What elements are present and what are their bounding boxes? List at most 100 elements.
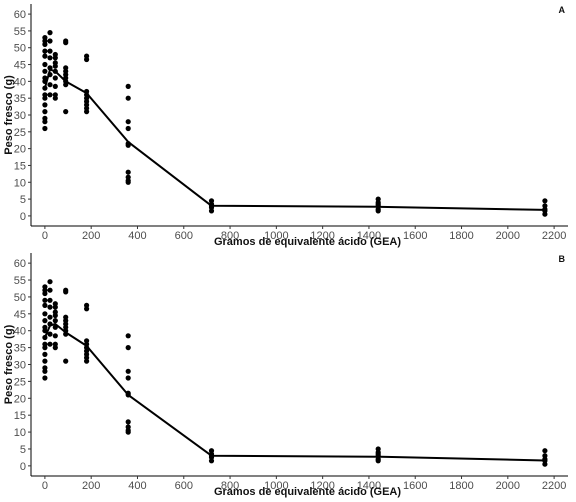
- x-tick-label: 400: [128, 480, 146, 492]
- data-point: [52, 312, 58, 319]
- data-point: [63, 289, 69, 295]
- y-axis-title: Peso fresco (g): [3, 324, 15, 404]
- data-point: [47, 38, 53, 44]
- data-point: [47, 331, 53, 337]
- y-tick-label: 25: [14, 376, 26, 388]
- data-point: [42, 328, 48, 334]
- y-tick-label: 40: [14, 76, 26, 88]
- data-point: [47, 65, 53, 71]
- y-tick-label: 35: [14, 93, 26, 105]
- x-axis-title: Gramos de equivalente ácido (GEA): [214, 486, 401, 498]
- data-point: [542, 448, 548, 454]
- data-point: [47, 72, 53, 78]
- y-tick-label: 30: [14, 360, 26, 372]
- y-tick-label: 35: [14, 343, 26, 355]
- x-tick-label: 1800: [449, 230, 473, 242]
- x-tick-label: 2200: [542, 230, 566, 242]
- x-tick-label: 1400: [357, 480, 381, 492]
- x-tick-label: 600: [175, 230, 193, 242]
- y-tick-label: 50: [14, 292, 26, 304]
- y-tick-label: 5: [20, 194, 26, 206]
- y-tick-label: 45: [14, 60, 26, 72]
- data-point: [42, 85, 48, 91]
- data-point: [47, 92, 53, 98]
- x-tick-label: 1200: [310, 230, 334, 242]
- data-point: [84, 56, 90, 63]
- x-tick-label: 400: [128, 230, 146, 242]
- y-tick-label: 20: [14, 393, 26, 405]
- data-point: [42, 109, 48, 115]
- x-tick-label: 1400: [357, 230, 381, 242]
- data-point: [47, 314, 53, 320]
- y-tick-label: 5: [20, 444, 26, 456]
- x-tick-label: 800: [221, 480, 239, 492]
- x-tick-label: 1000: [264, 230, 288, 242]
- y-tick-label: 40: [14, 326, 26, 338]
- y-tick-label: 45: [14, 309, 26, 321]
- data-point: [125, 333, 131, 339]
- y-tick-label: 30: [14, 110, 26, 122]
- x-tick-label: 200: [82, 230, 100, 242]
- data-point: [125, 375, 131, 381]
- x-tick-label: 1600: [403, 230, 427, 242]
- panel-label: B: [559, 254, 566, 264]
- y-tick-label: 55: [14, 26, 26, 38]
- data-point: [125, 392, 131, 398]
- data-point: [52, 324, 58, 330]
- panel-label: A: [559, 5, 566, 15]
- y-tick-label: 20: [14, 144, 26, 156]
- data-point: [42, 318, 48, 324]
- x-tick-label: 2000: [496, 230, 520, 242]
- data-point: [208, 458, 215, 464]
- data-point: [125, 169, 131, 175]
- y-tick-label: 15: [14, 410, 26, 422]
- y-tick-label: 15: [14, 160, 26, 172]
- data-point: [542, 211, 548, 217]
- data-point: [42, 345, 48, 351]
- data-point: [52, 63, 58, 69]
- data-point: [63, 82, 69, 88]
- data-point: [47, 279, 53, 285]
- data-point: [42, 125, 48, 132]
- data-point: [84, 306, 90, 312]
- data-point: [375, 208, 381, 214]
- data-point: [63, 40, 69, 46]
- y-tick-label: 0: [20, 211, 26, 223]
- y-tick-label: 50: [14, 43, 26, 55]
- data-point: [52, 318, 58, 324]
- data-point: [375, 458, 381, 464]
- data-point: [42, 68, 48, 74]
- data-point: [47, 82, 53, 88]
- data-point: [42, 41, 48, 48]
- data-point: [208, 208, 215, 214]
- x-tick-label: 800: [221, 230, 239, 242]
- data-point: [63, 109, 69, 115]
- data-point: [63, 358, 69, 364]
- data-point: [42, 78, 48, 84]
- data-point: [42, 48, 48, 54]
- data-point: [47, 55, 53, 61]
- data-point: [52, 83, 58, 89]
- data-point: [52, 304, 58, 310]
- data-point: [47, 287, 53, 293]
- data-point: [542, 198, 548, 204]
- x-tick-label: 200: [82, 480, 100, 492]
- data-point: [52, 95, 58, 101]
- data-point: [125, 179, 131, 185]
- data-point: [52, 75, 58, 81]
- data-point: [42, 95, 48, 101]
- data-point: [42, 375, 48, 381]
- data-point: [125, 419, 131, 425]
- y-tick-label: 10: [14, 427, 26, 439]
- x-tick-label: 0: [42, 480, 48, 492]
- data-point: [47, 48, 53, 54]
- data-point: [47, 304, 53, 310]
- data-point: [52, 68, 58, 74]
- data-point: [42, 297, 48, 303]
- y-tick-label: 60: [14, 9, 26, 21]
- data-point: [42, 119, 48, 125]
- data-point: [42, 290, 48, 297]
